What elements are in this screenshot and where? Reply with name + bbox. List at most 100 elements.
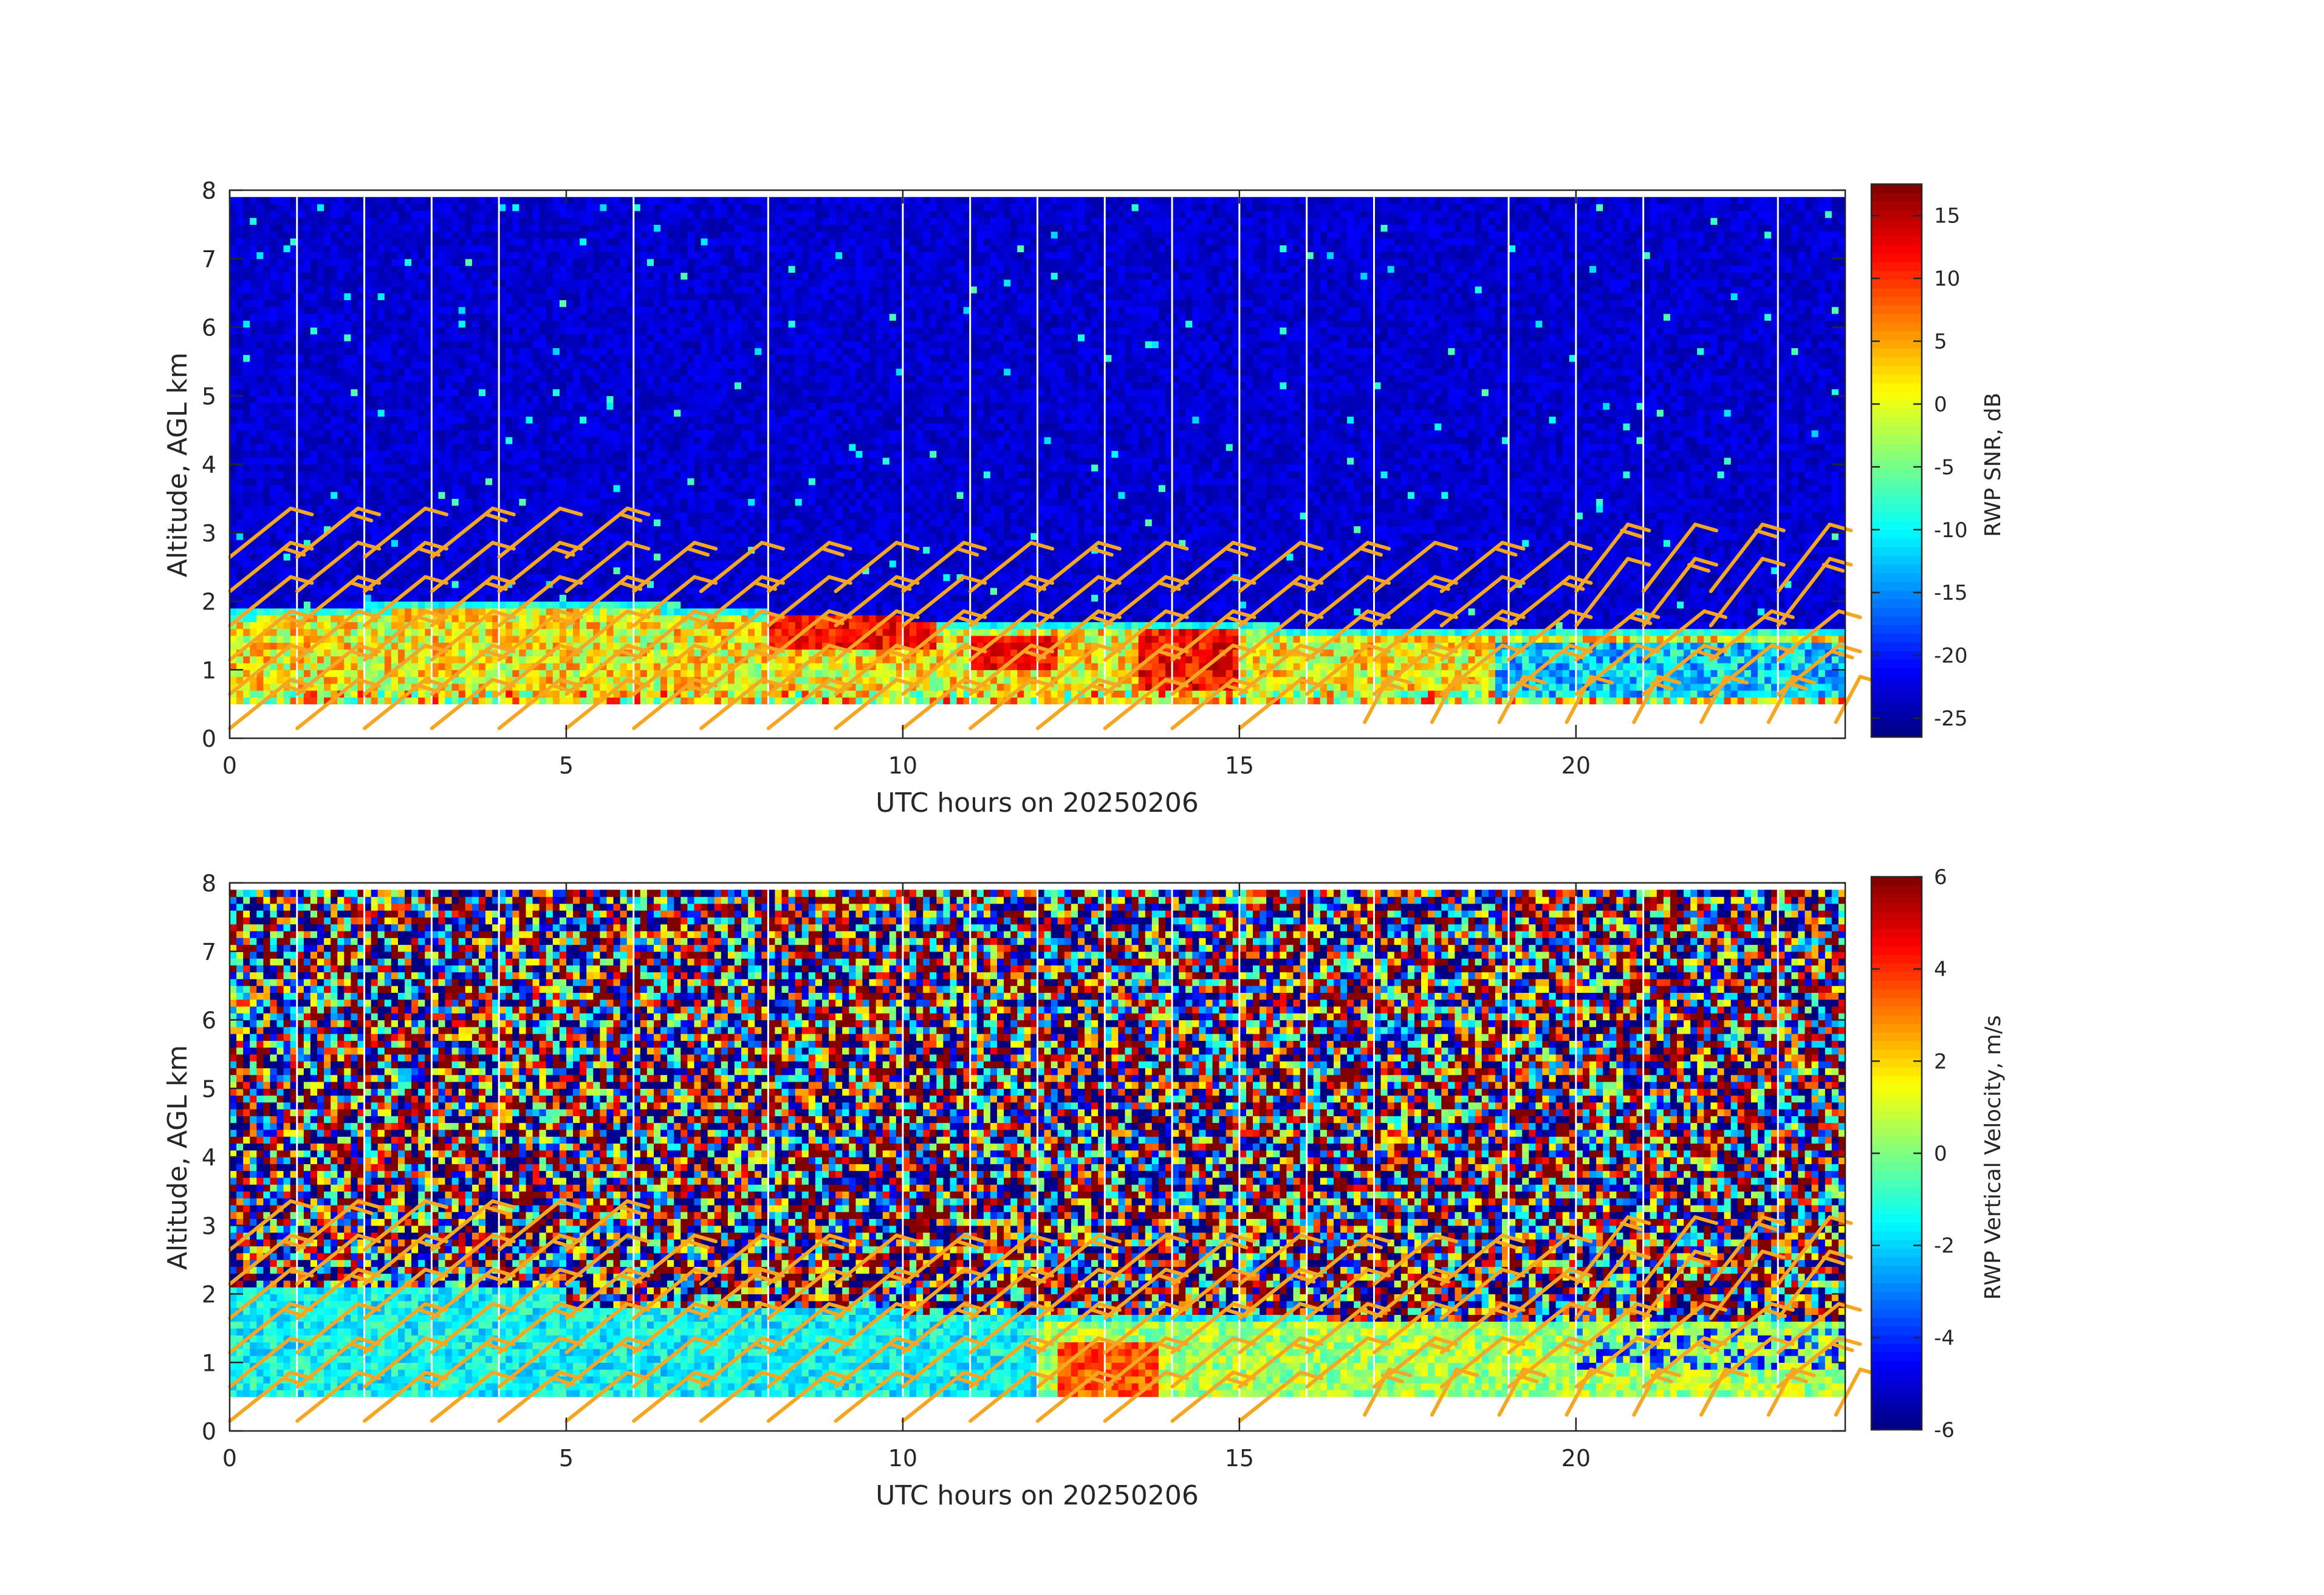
heat-cell	[317, 676, 324, 684]
heat-cell	[580, 478, 587, 485]
heat-cell	[526, 436, 533, 444]
heat-cell	[256, 532, 264, 540]
heat-cell	[492, 396, 499, 403]
heat-cell	[250, 574, 257, 581]
heat-cell	[492, 635, 499, 643]
heat-cell	[499, 457, 506, 465]
heat-cell	[371, 670, 379, 677]
heat-cell	[586, 313, 594, 321]
heat-cell	[324, 368, 331, 376]
heat-cell	[532, 430, 540, 437]
heat-cell	[431, 197, 439, 205]
heat-cell	[276, 656, 284, 664]
heat-cell	[438, 567, 446, 574]
heat-cell	[478, 519, 486, 527]
heat-cell	[310, 478, 318, 485]
heat-cell	[646, 697, 654, 705]
heat-cell	[640, 306, 648, 314]
heat-cell	[546, 402, 554, 410]
heat-cell	[640, 327, 648, 335]
heat-cell	[485, 306, 493, 314]
heat-cell	[276, 300, 284, 307]
heat-cell	[606, 436, 614, 444]
heat-cell	[445, 594, 453, 602]
heat-cell	[654, 649, 661, 657]
heat-cell	[606, 402, 614, 410]
heat-cell	[425, 663, 432, 670]
heat-cell	[674, 628, 681, 636]
heat-cell	[485, 532, 493, 540]
heat-cell	[539, 498, 547, 506]
heat-cell	[526, 306, 533, 314]
heat-cell	[512, 663, 519, 670]
heat-cell	[451, 676, 459, 684]
heat-cell	[600, 416, 608, 424]
snr-heatmap	[230, 197, 1846, 705]
heat-cell	[674, 423, 681, 431]
heat-cell	[411, 382, 419, 389]
heat-cell	[303, 532, 311, 540]
heat-cell	[331, 252, 338, 259]
heat-cell	[377, 588, 385, 595]
heat-cell	[566, 375, 574, 383]
heat-cell	[324, 423, 331, 431]
heat-cell	[398, 642, 405, 650]
heat-cell	[559, 560, 567, 568]
heat-cell	[600, 608, 608, 616]
heat-cell	[600, 245, 608, 253]
heat-cell	[445, 450, 453, 458]
heat-cell	[337, 197, 344, 205]
heat-cell	[243, 498, 250, 506]
heat-cell	[364, 204, 372, 211]
heat-cell	[580, 402, 587, 410]
heat-cell	[640, 252, 648, 259]
heat-cell	[445, 238, 453, 245]
heat-cell	[471, 601, 479, 609]
heat-cell	[276, 492, 284, 499]
heat-cell	[512, 341, 519, 348]
heat-cell	[364, 532, 372, 540]
heat-cell	[243, 396, 250, 403]
heat-cell	[633, 368, 641, 376]
heat-cell	[391, 218, 399, 225]
heat-cell	[351, 540, 358, 547]
heat-cell	[458, 642, 466, 650]
heat-cell	[566, 444, 574, 451]
heat-cell	[660, 560, 668, 568]
heat-cell	[256, 512, 264, 520]
heat-cell	[324, 512, 331, 520]
heat-cell	[471, 382, 479, 389]
heat-cell	[573, 608, 580, 616]
heat-cell	[478, 601, 486, 609]
heat-cell	[573, 512, 580, 520]
heat-cell	[263, 279, 271, 287]
heat-cell	[324, 218, 331, 225]
heat-cell	[539, 279, 547, 287]
heat-cell	[471, 628, 479, 636]
heat-cell	[640, 218, 648, 225]
heat-cell	[606, 478, 614, 485]
heat-cell	[492, 354, 499, 362]
heat-cell	[492, 279, 499, 287]
heat-cell	[351, 532, 358, 540]
heat-cell	[324, 382, 331, 389]
heat-cell	[654, 238, 661, 245]
heat-cell	[613, 231, 621, 239]
heat-cell	[377, 361, 385, 369]
heat-cell	[425, 197, 432, 205]
heat-cell	[620, 313, 628, 321]
heat-cell	[324, 484, 331, 492]
heat-cell	[256, 286, 264, 293]
heat-cell	[405, 608, 412, 616]
heat-cell	[566, 663, 574, 670]
heat-cell	[303, 204, 311, 211]
heat-cell	[506, 519, 513, 527]
heat-cell	[270, 389, 278, 396]
heat-cell	[471, 348, 479, 355]
heat-cell	[471, 409, 479, 417]
heat-cell	[660, 601, 668, 609]
heat-cell	[418, 238, 425, 245]
heat-cell	[384, 553, 392, 561]
heat-cell	[465, 320, 473, 328]
heat-cell	[626, 588, 634, 595]
